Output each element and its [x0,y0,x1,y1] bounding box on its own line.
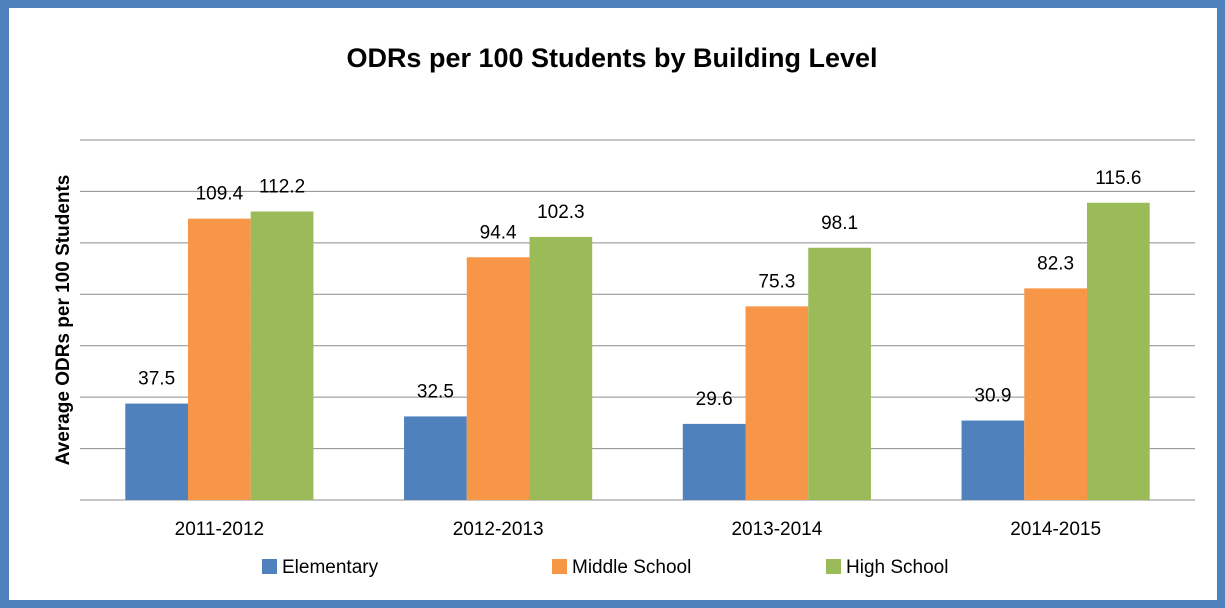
data-label: 32.5 [417,381,454,402]
bar [682,423,746,500]
bar [808,247,871,500]
bar [466,257,530,500]
legend-label: Middle School [572,557,691,578]
data-label: 37.5 [138,369,175,390]
legend-swatch [262,559,277,574]
bar [125,403,189,500]
bar [1086,202,1150,500]
data-label: 115.6 [1095,168,1141,189]
x-tick-label: 2012-2013 [453,519,544,540]
y-axis-label: Average ODRs per 100 Students [53,175,74,466]
bar [961,420,1025,500]
data-label: 30.9 [974,386,1011,407]
x-tick-label: 2014-2015 [1010,519,1101,540]
data-label: 98.1 [821,213,858,234]
data-label: 94.4 [480,222,517,243]
bar [404,416,467,500]
legend-swatch [552,559,567,574]
data-label: 109.4 [196,184,244,205]
data-label: 102.3 [537,202,585,223]
bar [250,211,314,500]
legend-label: Elementary [282,557,379,578]
legend-swatch [826,559,841,574]
x-tick-label: 2013-2014 [731,519,822,540]
bar [1024,288,1087,500]
data-label: 82.3 [1037,253,1074,274]
data-label: 112.2 [259,177,305,198]
bar [188,218,251,500]
bar [745,306,809,500]
legend-label: High School [846,557,948,578]
chart-title: ODRs per 100 Students by Building Level [346,43,877,73]
data-label: 75.3 [758,271,795,292]
bar [529,236,593,500]
data-label: 29.6 [696,389,733,410]
x-tick-label: 2011-2012 [175,519,264,540]
